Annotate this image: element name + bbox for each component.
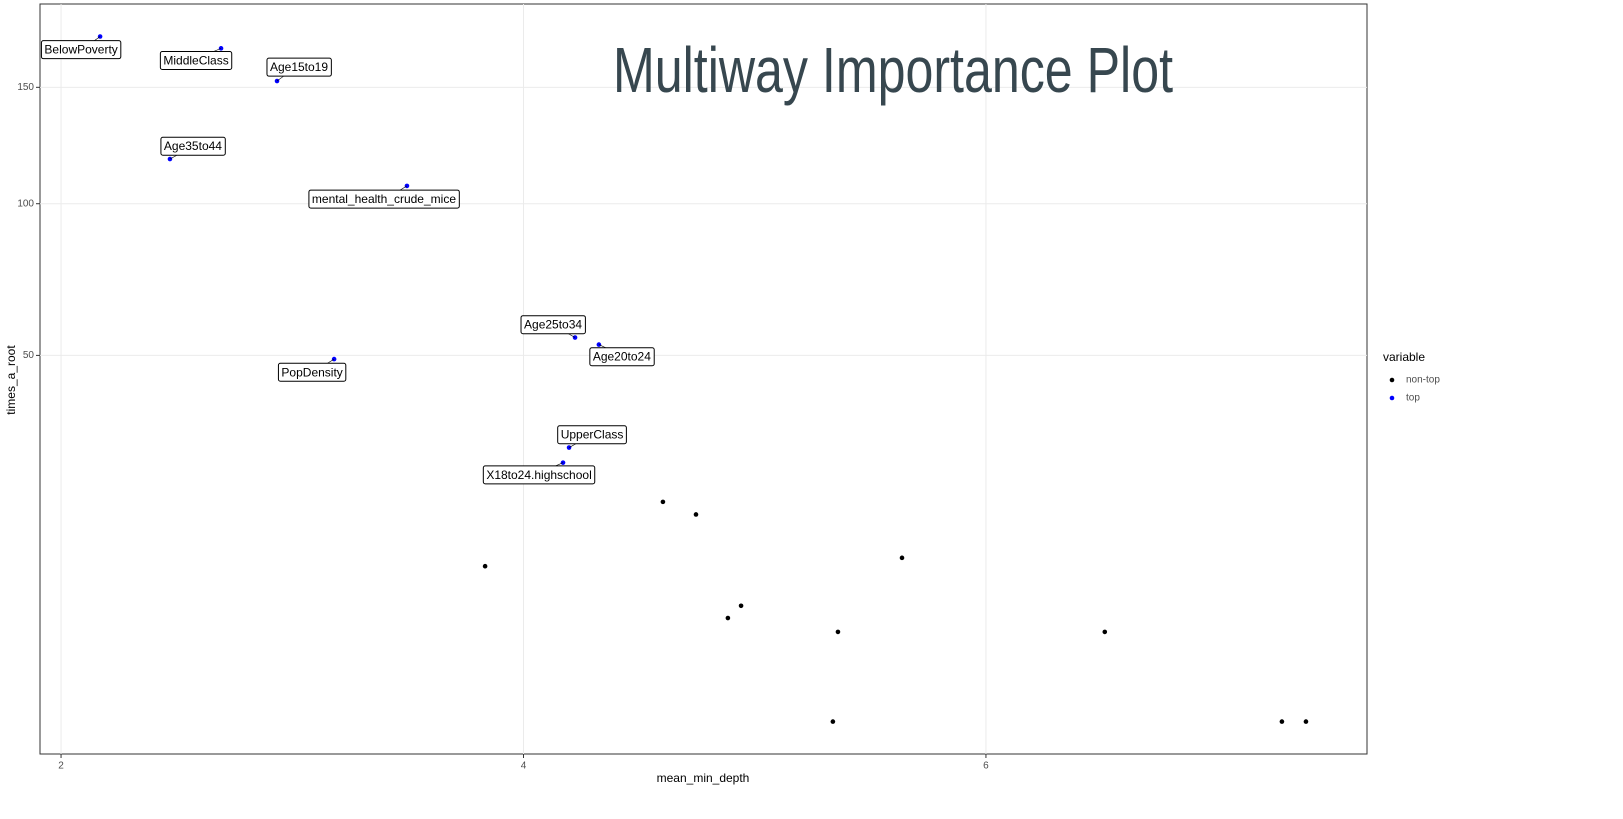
legend-label: top	[1406, 393, 1420, 404]
point	[835, 629, 841, 635]
label-leader	[94, 36, 101, 41]
marks	[94, 34, 1309, 724]
label-leader	[568, 443, 577, 448]
point-label: PopDensity	[281, 365, 342, 379]
legend-key	[1389, 395, 1395, 401]
label-leader	[327, 358, 335, 364]
point-label-box	[482, 465, 596, 485]
point	[1102, 629, 1108, 635]
x-tick-label: 4	[521, 761, 527, 772]
point-label: Age20to24	[593, 350, 651, 364]
grid	[40, 4, 1367, 754]
point-label-box	[520, 315, 586, 335]
point	[566, 445, 572, 450]
label-leader	[555, 462, 564, 467]
point-label-box	[159, 51, 233, 71]
x-tick-label: 2	[58, 761, 64, 772]
point-label-box	[308, 189, 460, 209]
point-label-box	[266, 57, 332, 77]
point-label-box	[40, 40, 122, 60]
legend-label: non-top	[1406, 375, 1440, 386]
point-label-box	[277, 362, 347, 382]
x-axis-label: mean_min_depth	[657, 771, 750, 785]
point	[572, 335, 578, 340]
point-label-box	[589, 347, 655, 367]
point	[830, 719, 836, 724]
panel	[39, 3, 1368, 755]
y-tick-label: 50	[23, 350, 35, 361]
point	[738, 603, 744, 609]
point-label-box	[160, 136, 226, 156]
y-tick-label: 100	[17, 198, 34, 209]
label-leader	[169, 154, 177, 160]
point-label: mental_health_crude_mice	[312, 192, 456, 206]
point	[660, 499, 666, 505]
label-leader	[598, 344, 606, 349]
label-leader	[276, 75, 284, 82]
point-label: MiddleClass	[163, 54, 228, 68]
point	[725, 615, 731, 621]
point	[331, 356, 337, 362]
chart-title: Multiway Importance Plot	[613, 34, 1173, 106]
point-label: Age15to19	[270, 60, 328, 74]
label-leader	[399, 185, 408, 191]
point	[693, 512, 699, 517]
point	[404, 183, 410, 189]
point	[1279, 719, 1285, 724]
point-label-box	[557, 425, 627, 445]
point	[1303, 719, 1309, 724]
y-tick-label: 150	[17, 82, 34, 93]
point	[899, 555, 905, 561]
y-axis-label: times_a_root	[4, 345, 18, 415]
label-leader	[213, 48, 222, 52]
point-label: Age35to44	[164, 139, 222, 153]
point-label: BelowPoverty	[44, 43, 117, 57]
label-leader	[568, 333, 576, 338]
point	[482, 563, 488, 569]
point-label: Age25to34	[524, 318, 582, 332]
legend-key	[1389, 377, 1395, 383]
point-label: UpperClass	[561, 428, 624, 442]
legend-title: variable	[1383, 350, 1425, 364]
x-tick-label: 6	[983, 761, 989, 772]
point-label: X18to24.highschool	[486, 468, 591, 482]
